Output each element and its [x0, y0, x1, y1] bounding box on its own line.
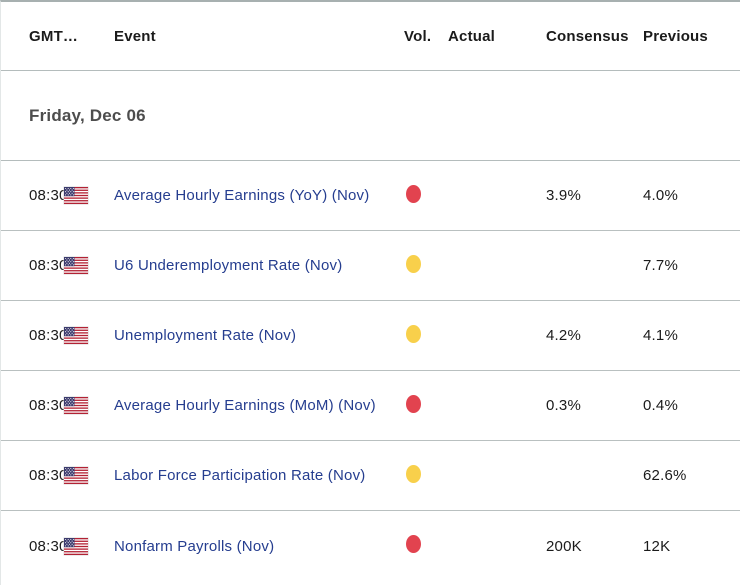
volatility-dot [406, 464, 421, 483]
event-link[interactable]: U6 Underemployment Rate (Nov) [114, 257, 343, 274]
event-link[interactable]: Labor Force Participation Rate (Nov) [114, 467, 366, 484]
previous-value: 12K [643, 537, 671, 555]
event-time: 08:30 [29, 187, 68, 204]
column-header-previous: Previous [643, 27, 708, 45]
previous-value: 4.0% [643, 187, 678, 204]
event-time: 08:30 [29, 467, 68, 484]
previous-value: 0.4% [643, 397, 678, 414]
event-link[interactable]: Average Hourly Earnings (YoY) (Nov) [114, 187, 370, 204]
event-link[interactable]: Unemployment Rate (Nov) [114, 327, 297, 344]
date-header-label: Friday, Dec 06 [29, 105, 146, 125]
event-link[interactable]: Nonfarm Payrolls (Nov) [114, 537, 275, 555]
event-row: 08:30 U6 Underemployment Rate (Nov) 7.7% [1, 231, 740, 301]
us-flag-icon [64, 327, 88, 344]
date-header: Friday, Dec 06 [1, 71, 740, 161]
table-header-row: GMT… Event Vol. Actual Consensus Previou… [1, 2, 740, 71]
us-flag-icon [64, 467, 88, 484]
consensus-value: 3.9% [546, 187, 581, 204]
column-header-vol: Vol. [404, 27, 432, 45]
previous-value: 62.6% [643, 467, 687, 484]
volatility-dot [406, 535, 421, 553]
column-header-actual: Actual [448, 27, 496, 45]
event-time: 08:30 [29, 397, 68, 414]
event-row: 08:30 Labor Force Participation Rate (No… [1, 441, 740, 511]
event-time: 08:30 [29, 257, 68, 274]
column-header-gmt[interactable]: GMT… [29, 27, 79, 45]
us-flag-icon [64, 187, 88, 204]
consensus-value: 0.3% [546, 397, 581, 414]
volatility-dot [406, 324, 421, 343]
consensus-value: 200K [546, 537, 582, 555]
event-row: 08:30 Unemployment Rate (Nov) 4.2% 4.1% [1, 301, 740, 371]
column-header-event: Event [114, 27, 156, 45]
previous-value: 7.7% [643, 257, 678, 274]
event-time: 08:30 [29, 537, 68, 555]
event-row: 08:30 Average Hourly Earnings (YoY) (Nov… [1, 161, 740, 231]
event-row: 08:30 Average Hourly Earnings (MoM) (Nov… [1, 371, 740, 441]
volatility-dot [406, 184, 421, 203]
column-header-consensus: Consensus [546, 27, 629, 45]
us-flag-icon [64, 537, 88, 555]
event-row: 08:30 Nonfarm Payrolls (Nov) 200K 12K [1, 511, 740, 581]
previous-value: 4.1% [643, 327, 678, 344]
event-link[interactable]: Average Hourly Earnings (MoM) (Nov) [114, 397, 376, 414]
us-flag-icon [64, 257, 88, 274]
us-flag-icon [64, 397, 88, 414]
volatility-dot [406, 254, 421, 273]
event-time: 08:30 [29, 327, 68, 344]
consensus-value: 4.2% [546, 327, 581, 344]
volatility-dot [406, 394, 421, 413]
